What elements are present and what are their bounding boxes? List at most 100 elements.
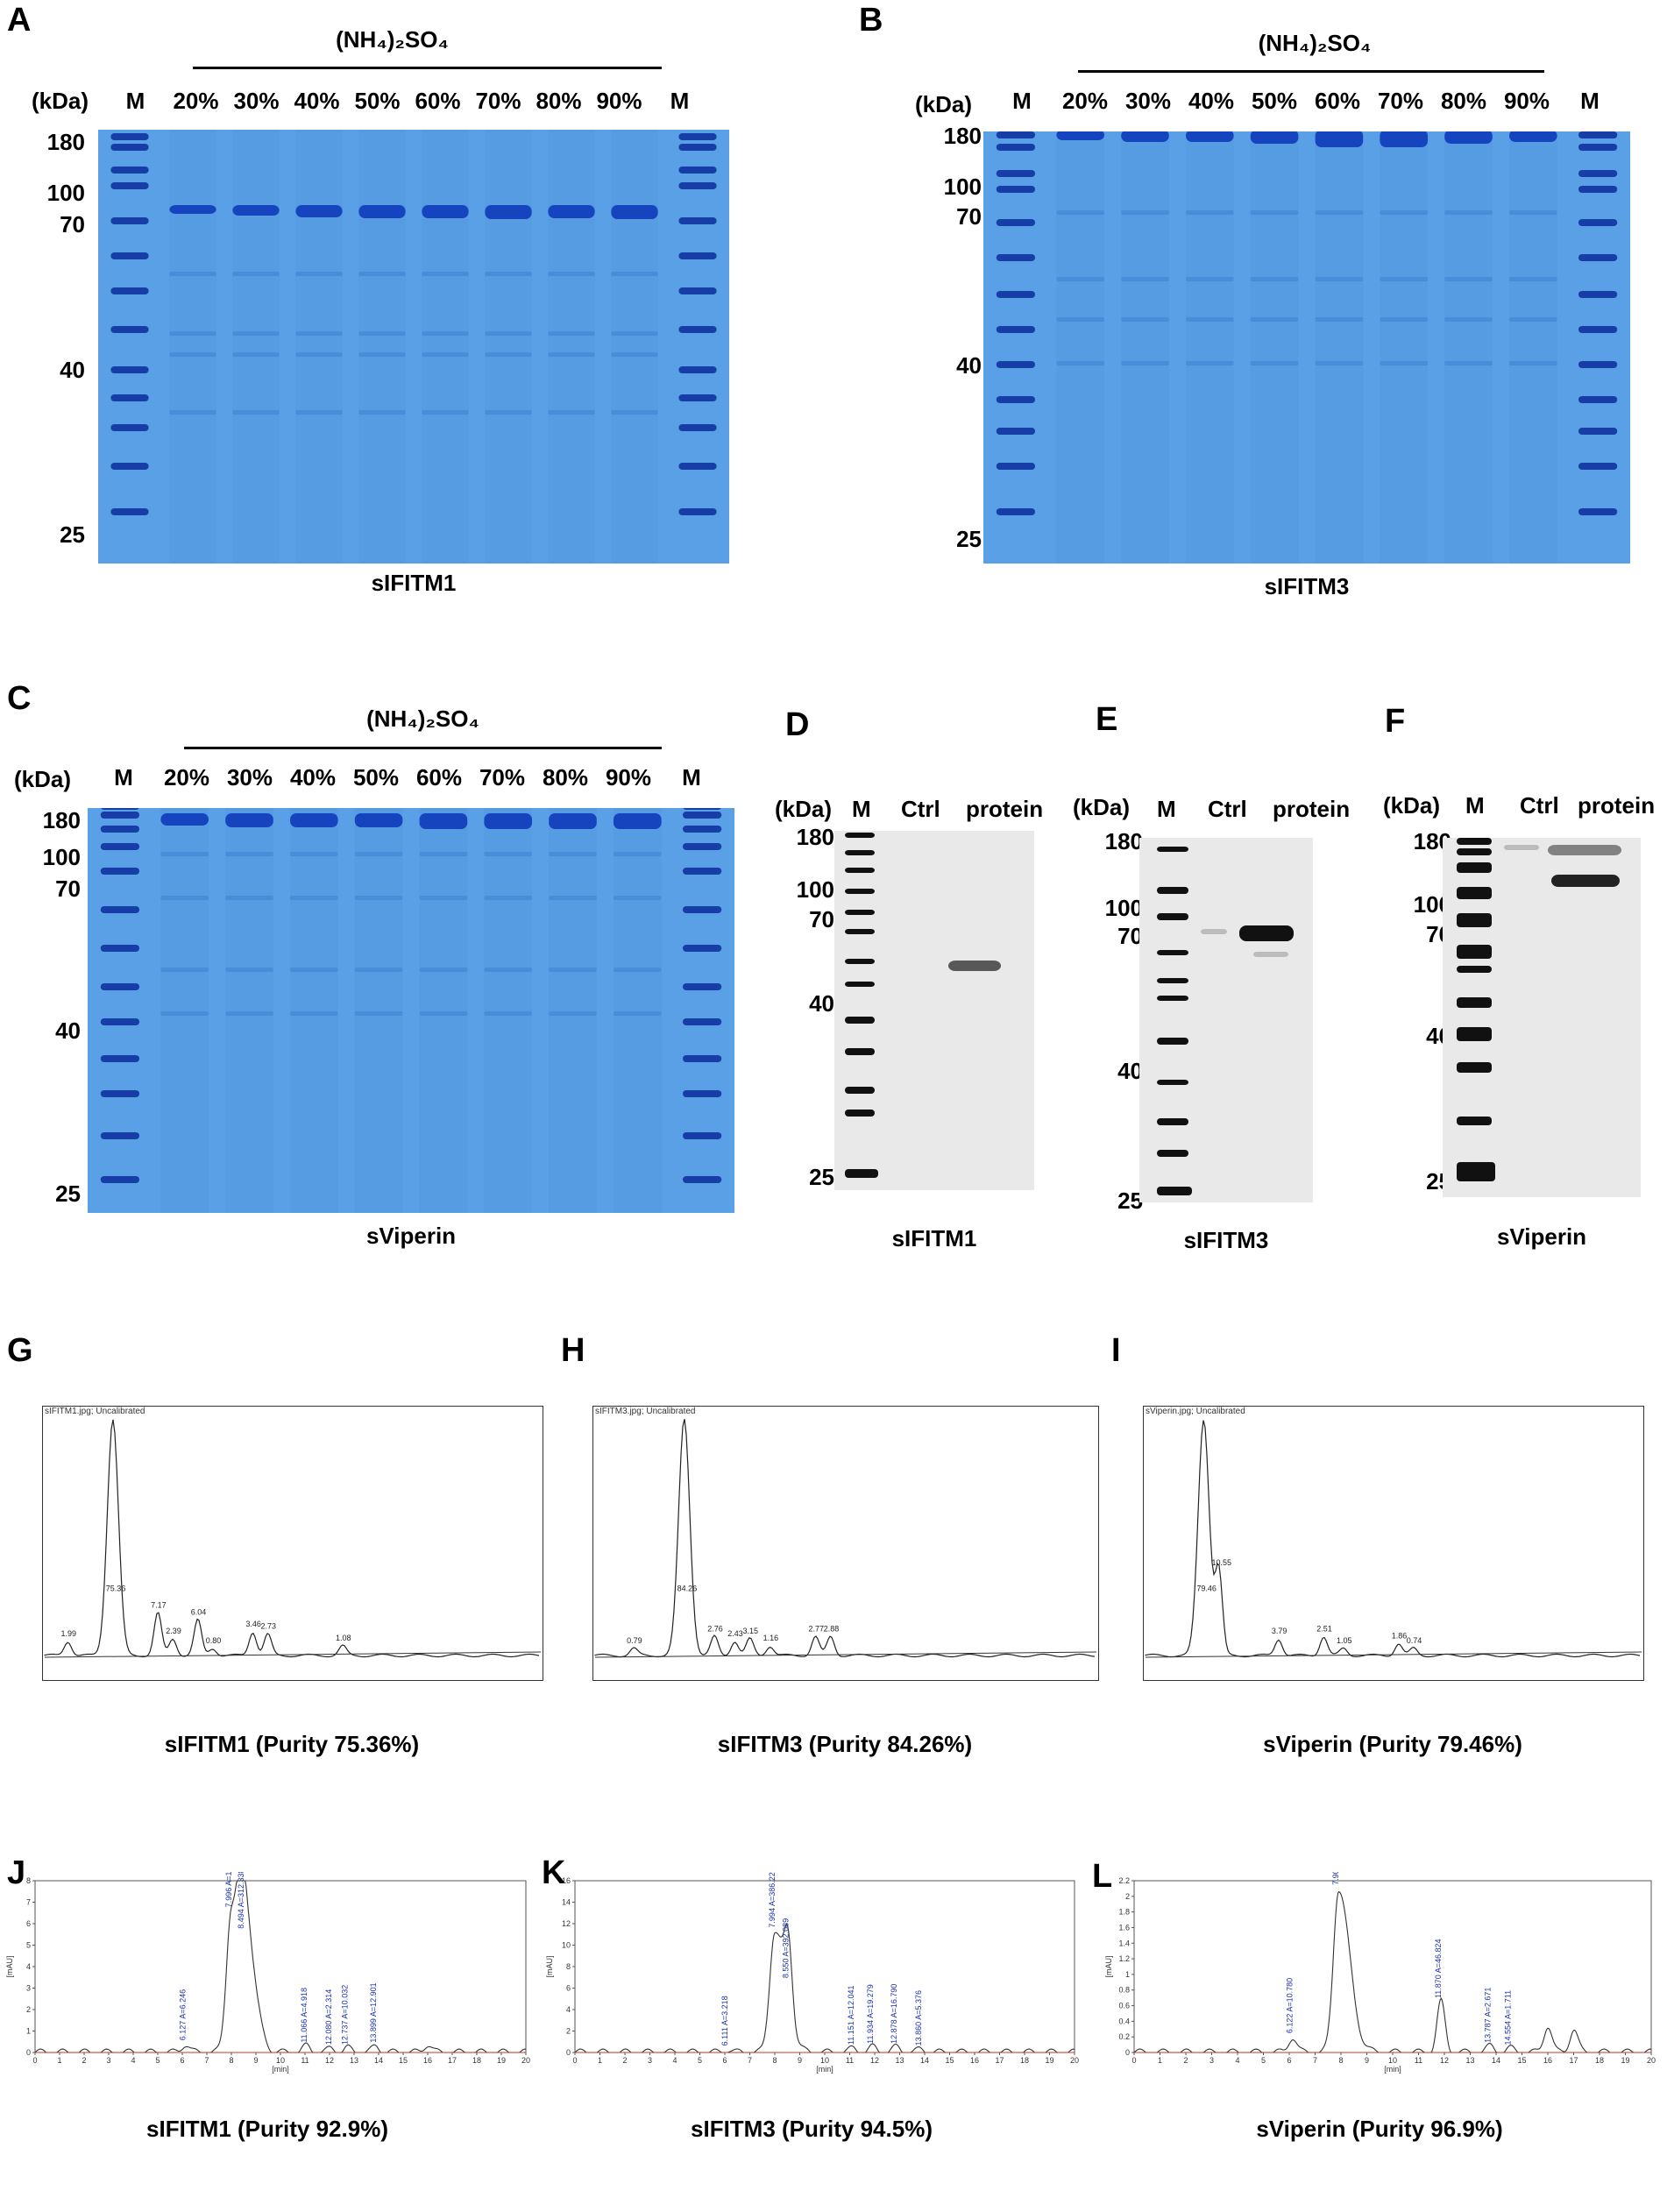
sample-lane <box>549 808 597 1213</box>
faint-band <box>358 331 406 336</box>
peak-label: 2.88 <box>824 1624 840 1633</box>
marker-band <box>682 868 722 875</box>
control-band <box>1201 929 1227 934</box>
mw-marker-label: 70 <box>809 906 834 932</box>
faint-band <box>611 352 658 357</box>
marker-band <box>1578 361 1618 368</box>
faint-band <box>1315 317 1364 322</box>
panel-letter-h: H <box>561 1332 585 1369</box>
x-axis-label: [min] <box>272 2065 289 2074</box>
marker-band <box>678 167 717 174</box>
marker-band <box>682 812 722 819</box>
x-tick-label: 11 <box>1415 2056 1422 2065</box>
marker-band <box>996 463 1036 470</box>
x-tick-label: 16 <box>1543 2056 1552 2065</box>
x-tick-label: 3 <box>1209 2056 1214 2065</box>
mw-marker-label: 40 <box>55 1017 81 1044</box>
marker-band <box>110 252 149 259</box>
panel-letter-k: K <box>542 1854 566 1891</box>
sample-lane <box>358 130 406 564</box>
sample-lane <box>419 808 468 1213</box>
protein-band <box>1508 130 1557 142</box>
gel-image-a <box>98 130 729 564</box>
marker-band <box>996 428 1036 435</box>
x-tick-label: 1 <box>598 2056 602 2065</box>
lane-label: 80% <box>1440 88 1487 114</box>
lane-label: 80% <box>542 764 589 791</box>
mw-marker-label: 25 <box>1117 1188 1143 1214</box>
protein-band <box>354 813 403 827</box>
faint-band <box>1121 210 1169 215</box>
lane-protein-f: protein <box>1578 792 1656 819</box>
faint-band <box>422 410 469 415</box>
faint-band <box>1121 317 1169 322</box>
y-tick-label: 4 <box>566 2005 571 2014</box>
protein-band <box>169 205 216 214</box>
y-tick-label: 7 <box>26 1898 31 1907</box>
sample-lane <box>1315 131 1364 564</box>
faint-band <box>419 968 468 972</box>
marker-band <box>996 144 1036 151</box>
y-tick-label: 10 <box>562 1941 571 1950</box>
faint-band <box>1250 277 1299 281</box>
mw-marker-label: 40 <box>956 352 982 379</box>
panel-letter-b: B <box>859 2 883 39</box>
lane-label: 20% <box>173 88 219 114</box>
x-axis-label: [min] <box>816 2065 834 2074</box>
lane-label: M <box>125 88 145 114</box>
lane-label: 50% <box>354 88 401 114</box>
x-tick-label: 17 <box>448 2056 457 2065</box>
x-tick-label: 18 <box>1595 2056 1604 2065</box>
sample-lane <box>485 130 532 564</box>
faint-band <box>484 968 533 972</box>
marker-band <box>110 182 149 189</box>
faint-band <box>548 331 595 336</box>
kda-label-b: (kDa) <box>915 91 973 117</box>
marker-band <box>996 361 1036 368</box>
sample-lane <box>354 808 403 1213</box>
marker-band <box>100 812 140 819</box>
marker-band <box>1457 887 1492 899</box>
y-tick-label: 0 <box>566 2048 571 2057</box>
sample-lane <box>548 130 595 564</box>
x-tick-label: 17 <box>1569 2056 1578 2065</box>
mw-marker-label: 40 <box>1117 1058 1143 1084</box>
panel-letter-e: E <box>1096 701 1118 738</box>
x-tick-label: 14 <box>1492 2056 1500 2065</box>
marker-band <box>1578 508 1618 515</box>
protein-band <box>484 813 533 829</box>
bracket-line-b <box>1078 70 1544 73</box>
lane-label: 40% <box>1188 88 1235 114</box>
density-trace <box>1145 1420 1641 1658</box>
plot-frame <box>574 1880 1075 2053</box>
gel-image-c <box>88 803 734 1213</box>
faint-band <box>1380 317 1429 322</box>
plot-frame <box>34 1880 527 2053</box>
target-band <box>1548 845 1621 855</box>
mw-marker-label: 70 <box>956 203 982 230</box>
protein-band <box>611 205 658 219</box>
faint-band <box>548 352 595 357</box>
x-tick-label: 6 <box>180 2056 184 2065</box>
marker-band <box>1457 1117 1492 1125</box>
peak-annotation: 7.906 A=86.535 <box>1331 1872 1340 1885</box>
hplc-chart-l: 0 1 2 3 4 5 6 7 8 9 10 11 12 13 14 15 16 17 18 19 20 0 0.2 0.4 0… <box>1099 1830 1660 2074</box>
faint-band <box>484 852 533 856</box>
y-tick-label: 6 <box>566 1984 571 1993</box>
peak-label: 2.73 <box>261 1622 277 1631</box>
lane-label: 90% <box>1503 88 1550 114</box>
peak-label: 2.77 <box>808 1624 824 1633</box>
lane-protein-d: protein <box>966 796 1044 822</box>
x-tick-label: 16 <box>970 2056 979 2065</box>
y-tick-label: 2 <box>566 2027 571 2036</box>
y-tick-label: 0 <box>1125 2048 1130 2057</box>
faint-band <box>289 968 338 972</box>
lane-label: 90% <box>605 764 652 791</box>
density-trace <box>594 1419 1096 1658</box>
faint-band <box>169 352 216 357</box>
marker-band <box>1457 1162 1495 1181</box>
kda-label-d: (kDa) <box>775 796 833 822</box>
mw-markers-d: 180 100 70 40 25 <box>771 824 841 1192</box>
x-tick-label: 3 <box>648 2056 652 2065</box>
marker-band <box>1457 862 1492 873</box>
